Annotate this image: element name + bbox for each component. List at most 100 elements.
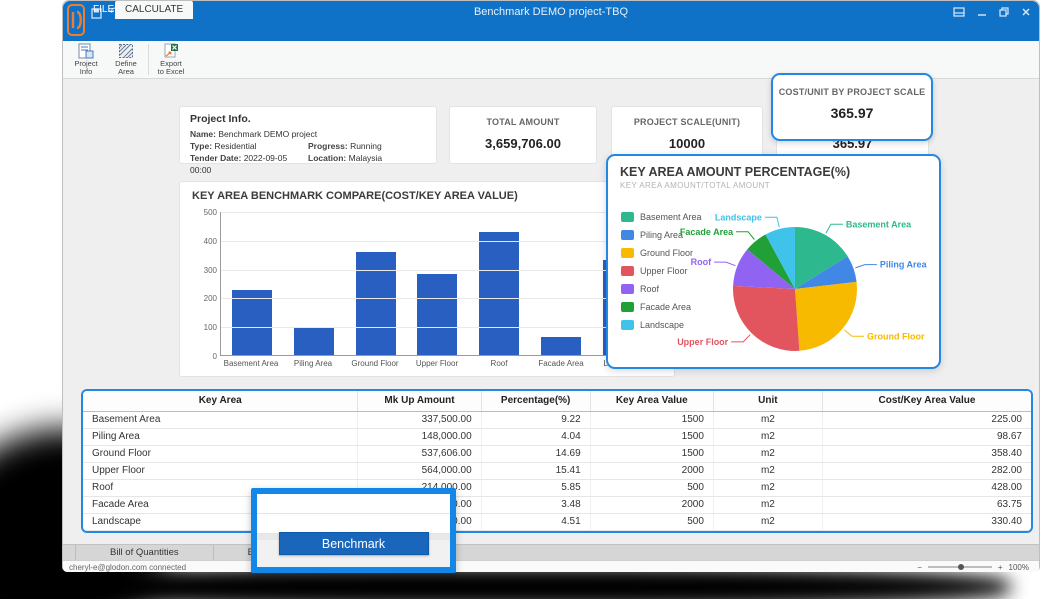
application-window: ↶▾ ↷▾ ▦ ▾ Benchmark DEMO project-TBQ FIL… [62, 0, 1040, 571]
minimize-icon[interactable] [977, 7, 987, 17]
cell: 330.40 [822, 513, 1031, 530]
cell: Piling Area [83, 428, 358, 445]
pie-label-line [714, 262, 735, 266]
table-row-ground-floor[interactable]: Ground Floor537,606.0014.691500m2358.40 [83, 445, 1031, 462]
pie-label-basement-area: Basement Area [846, 219, 912, 229]
zoom-level: 100% [1009, 563, 1029, 572]
export-to-excel-button[interactable]: Exportto Excel [151, 41, 191, 78]
pie-label-line [731, 335, 750, 342]
cell: 9.22 [481, 411, 590, 428]
table-row-basement-area[interactable]: Basement Area337,500.009.221500m2225.00 [83, 411, 1031, 428]
pie-chart-panel: KEY AREA AMOUNT PERCENTAGE(%) KEY AREA A… [606, 154, 941, 369]
cell: 1500 [590, 445, 713, 462]
pie-label-line [844, 330, 864, 336]
bar-chart-y-tick: 400 [204, 237, 217, 246]
bar-ground-floor [356, 252, 396, 355]
column-header-cost-key-area-value[interactable]: Cost/Key Area Value [822, 391, 1031, 411]
bar-facade-area [541, 337, 581, 355]
project-info-icon [77, 43, 95, 59]
column-header-percentage-[interactable]: Percentage(%) [481, 391, 590, 411]
define-area-button[interactable]: DefineArea [106, 41, 146, 78]
cell: 225.00 [822, 411, 1031, 428]
project-info-card: Project Info. Name: Benchmark DEMO proje… [179, 106, 437, 164]
cell: m2 [713, 411, 822, 428]
cell: 2000 [590, 496, 713, 513]
callout-table-row-fragment [257, 494, 450, 514]
table-row-facade-area[interactable]: Facade Area127,500.003.482000m263.75 [83, 496, 1031, 513]
cell: m2 [713, 428, 822, 445]
status-bar: cheryl-e@glodon.com connected − + 100% [63, 560, 1039, 572]
bar-chart-gridline [221, 270, 654, 271]
cell: Ground Floor [83, 445, 358, 462]
bar-chart-title: KEY AREA BENCHMARK COMPARE(COST/KEY AREA… [192, 190, 662, 202]
column-header-key-area-value[interactable]: Key Area Value [590, 391, 713, 411]
project-info-button[interactable]: ProjectInfo [66, 41, 106, 78]
zoom-out-icon[interactable]: − [917, 563, 922, 572]
table-header-row: Key AreaMk Up AmountPercentage(%)Key Are… [83, 391, 1031, 411]
project-name: Benchmark DEMO project [218, 129, 317, 139]
pie-label-line [736, 232, 754, 240]
close-icon[interactable] [1021, 7, 1031, 17]
bar-chart-gridline [221, 212, 654, 213]
ribbon-separator [148, 44, 149, 75]
tab-benchmark[interactable]: Benchmark [279, 532, 429, 555]
bar-chart-gridline [221, 298, 654, 299]
column-header-key-area[interactable]: Key Area [83, 391, 358, 411]
bar-x-label: Piling Area [282, 356, 344, 368]
bar-x-label: Basement Area [220, 356, 282, 368]
cell: 5.85 [481, 479, 590, 496]
column-header-unit[interactable]: Unit [713, 391, 822, 411]
bar-piling-area [294, 327, 334, 355]
pie-label-ground-floor: Ground Floor [867, 331, 925, 341]
column-header-mk-up-amount[interactable]: Mk Up Amount [358, 391, 481, 411]
cell: m2 [713, 445, 822, 462]
sheet-tab-strip: Bill of Quantities Build-up Unit Rates [63, 544, 1039, 560]
cell: Basement Area [83, 411, 358, 428]
pie-chart: Basement Area 9.22%Basement AreaPiling A… [608, 156, 941, 367]
project-type: Residential [214, 141, 256, 151]
bar-chart-x-labels: Basement AreaPiling AreaGround FloorUppe… [220, 356, 654, 368]
project-location: Malaysia [349, 153, 383, 163]
cell: 282.00 [822, 462, 1031, 479]
bar-x-label: Ground Floor [344, 356, 406, 368]
zoom-control: − + 100% [917, 561, 1029, 573]
cost-unit-callout-value: 365.97 [773, 105, 931, 121]
tab-calculate[interactable]: CALCULATE [115, 1, 193, 19]
table-row-roof[interactable]: Roof214,000.005.85500m2428.00 [83, 479, 1031, 496]
window-title: Benchmark DEMO project-TBQ [63, 1, 1039, 23]
bar-chart-y-tick: 500 [204, 208, 217, 217]
cell: 3.48 [481, 496, 590, 513]
restore-icon[interactable] [999, 7, 1009, 17]
table-row-upper-floor[interactable]: Upper Floor564,000.0015.412000m2282.00 [83, 462, 1031, 479]
bar-upper-floor [417, 274, 457, 355]
pie-label-upper-floor: Upper Floor [677, 337, 728, 347]
pie-label-line [826, 224, 843, 233]
cell: m2 [713, 496, 822, 513]
bar-chart-y-tick: 0 [213, 352, 217, 361]
pie-label-piling-area: Piling Area [880, 260, 928, 270]
table-row-landscape[interactable]: Landscape165,200.004.51500m2330.40 [83, 513, 1031, 530]
tab-bill-of-quantities[interactable]: Bill of Quantities [75, 545, 214, 560]
cell: 358.40 [822, 445, 1031, 462]
pie-slice-ground-floor: Ground Floor 14.69% [795, 282, 857, 351]
cell: 2000 [590, 462, 713, 479]
bar-chart-plot: 0100200300400500 [220, 212, 654, 356]
bar-chart-y-tick: 200 [204, 294, 217, 303]
zoom-slider[interactable] [928, 566, 992, 568]
bar-x-label: Upper Floor [406, 356, 468, 368]
callout-table-row-fragment [257, 514, 450, 534]
panel-layout-icon[interactable] [953, 7, 965, 17]
cell: 337,500.00 [358, 411, 481, 428]
zoom-in-icon[interactable]: + [998, 563, 1003, 572]
zoom-slider-knob[interactable] [958, 564, 964, 570]
cell: 537,606.00 [358, 445, 481, 462]
total-amount-card: TOTAL AMOUNT 3,659,706.00 [449, 106, 597, 164]
cell: 564,000.00 [358, 462, 481, 479]
app-logo [67, 4, 85, 38]
cell: 428.00 [822, 479, 1031, 496]
pie-label-roof: Roof [691, 257, 712, 267]
window-controls [953, 1, 1031, 23]
table-row-piling-area[interactable]: Piling Area148,000.004.041500m298.67 [83, 428, 1031, 445]
bar-chart-gridline [221, 327, 654, 328]
cell: m2 [713, 462, 822, 479]
